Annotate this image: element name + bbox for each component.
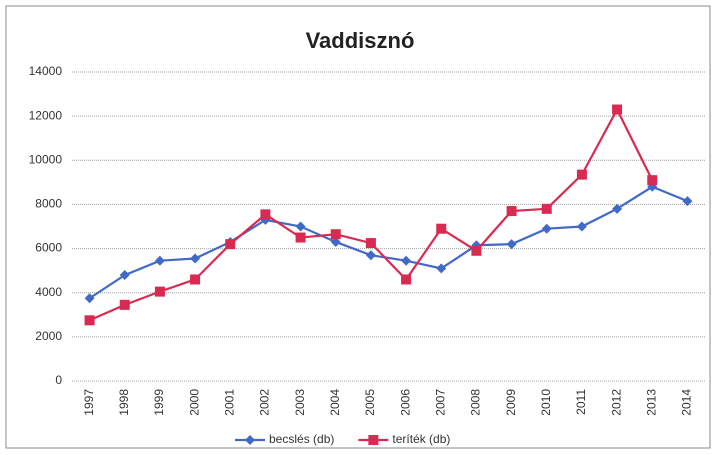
marker (154, 286, 165, 297)
marker (295, 232, 306, 243)
x-tick-label: 2000 (187, 389, 201, 416)
x-tick-label: 2009 (504, 389, 518, 416)
marker (541, 223, 552, 234)
marker (401, 274, 412, 285)
marker (506, 206, 517, 217)
y-tick-label: 0 (55, 373, 62, 387)
y-tick-label: 6000 (35, 241, 62, 255)
y-tick-label: 2000 (35, 329, 62, 343)
y-tick-label: 14000 (29, 64, 63, 78)
marker (119, 270, 130, 281)
marker (612, 104, 623, 115)
x-tick-label: 2007 (433, 389, 447, 416)
marker (612, 203, 623, 214)
marker (506, 239, 517, 250)
marker (260, 209, 271, 220)
series-line (88, 185, 688, 300)
marker (295, 221, 306, 232)
x-tick-label: 2012 (609, 389, 623, 416)
x-tick-label: 2004 (328, 389, 342, 416)
marker (471, 245, 482, 256)
marker (682, 196, 693, 207)
marker (436, 263, 447, 274)
x-tick-label: 2011 (574, 389, 588, 415)
chart-title: Vaddisznó (306, 28, 415, 53)
marker (365, 250, 376, 261)
x-tick-label: 2008 (469, 389, 483, 416)
marker (330, 229, 341, 240)
legend-label: teríték (db) (392, 432, 450, 446)
y-tick-label: 4000 (35, 285, 62, 299)
x-tick-label: 2003 (293, 389, 307, 416)
y-tick-label: 8000 (35, 197, 62, 211)
x-tick-label: 2002 (258, 389, 272, 416)
x-tick-label: 2014 (680, 389, 694, 416)
marker (401, 255, 412, 266)
x-tick-label: 1997 (82, 389, 96, 416)
chart-frame (5, 5, 711, 449)
x-tick-label: 2005 (363, 389, 377, 416)
marker (84, 315, 95, 326)
legend-label: becslés (db) (269, 432, 334, 446)
marker (436, 223, 447, 234)
marker (84, 293, 95, 304)
x-tick-label: 2001 (222, 389, 236, 416)
x-tick-label: 2013 (644, 389, 658, 416)
marker (190, 253, 201, 264)
marker (647, 175, 658, 186)
marker (119, 299, 130, 310)
y-tick-label: 10000 (29, 152, 63, 166)
x-tick-label: 2006 (398, 389, 412, 416)
legend-marker (368, 435, 379, 445)
marker (190, 274, 201, 285)
marker (576, 169, 587, 180)
x-tick-label: 2010 (539, 389, 553, 416)
marker (330, 236, 341, 247)
marker (541, 203, 552, 214)
marker (576, 221, 587, 232)
marker (154, 255, 165, 266)
marker (225, 239, 236, 250)
x-tick-label: 1999 (152, 389, 166, 416)
x-tick-label: 1998 (117, 389, 131, 416)
marker (365, 238, 376, 249)
legend-marker (245, 435, 255, 445)
y-tick-label: 12000 (29, 108, 63, 122)
